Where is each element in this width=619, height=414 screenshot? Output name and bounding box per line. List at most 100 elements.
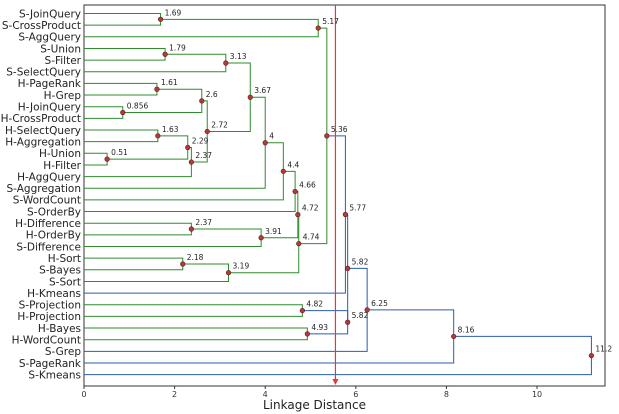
leaf-label: S-Filter (45, 55, 82, 67)
merge-node (364, 307, 370, 313)
leaf-label: H-WordCount (12, 335, 81, 347)
x-tick-label: 4 (263, 390, 268, 399)
merge-node (188, 226, 194, 232)
leaf-label: S-OrderBy (27, 206, 81, 218)
leaf-label: H-Union (39, 148, 81, 160)
merge-label: 2.18 (187, 253, 204, 262)
merge-node (345, 265, 351, 271)
x-tick-label: 6 (353, 390, 358, 399)
merge-node (296, 241, 302, 247)
x-tick-label: 0 (81, 390, 86, 399)
merge-node (292, 188, 298, 195)
cutoff-arrow (332, 379, 339, 385)
merge-node (185, 144, 191, 151)
merge-node (451, 333, 457, 340)
leaf-label: S-SelectQuery (6, 67, 81, 79)
leaf-label: S-Difference (16, 241, 81, 253)
merge-label: 3.67 (254, 86, 271, 95)
merge-node (204, 128, 210, 135)
leaf-label: S-Kmeans (28, 369, 81, 381)
x-tick-label: 2 (172, 390, 177, 399)
leaf-label: H-Filter (43, 160, 81, 172)
merge-node (280, 168, 286, 174)
merge-label: 1.61 (161, 78, 178, 87)
leaf-label: S-JoinQuery (19, 8, 81, 20)
merge-label: 3.19 (233, 262, 250, 271)
x-tick-label: 8 (444, 390, 449, 399)
merge-label: 4.4 (287, 160, 299, 169)
x-tick-label: 10 (532, 390, 542, 399)
leaf-label: H-PageRank (18, 78, 82, 90)
leaf-label: S-AggQuery (18, 32, 81, 44)
merge-node (345, 319, 351, 325)
merge-label: 4.66 (299, 180, 316, 189)
merge-label: 0.856 (127, 102, 149, 111)
plot-frame (83, 4, 606, 387)
merge-label: 2.37 (195, 151, 212, 160)
dendrogram-link (84, 304, 303, 317)
leaf-label: S-WordCount (13, 195, 81, 207)
merge-label: 1.79 (169, 43, 186, 52)
leaf-label: H-Difference (15, 218, 81, 230)
dendrogram-link (84, 222, 192, 236)
dendrogram-link (84, 96, 266, 189)
leaf-label: H-SelectQuery (5, 125, 81, 137)
merge-node (588, 352, 595, 359)
merge-node (104, 156, 110, 162)
merge-node (258, 235, 264, 241)
merge-label: 4 (269, 132, 274, 141)
dendrogram-link (84, 335, 592, 376)
merge-label: 5.82 (352, 311, 369, 320)
dendrogram-link (84, 18, 319, 38)
merge-label: 5.36 (331, 125, 348, 134)
dendrogram-link (84, 263, 230, 282)
merge-label: 5.77 (349, 203, 366, 212)
dendrogram-link (84, 82, 158, 96)
merge-node (299, 307, 305, 314)
merge-node (295, 211, 301, 218)
leaf-label: H-Bayes (38, 323, 81, 335)
merge-label: 4.82 (306, 300, 323, 309)
merge-node (342, 211, 349, 218)
leaf-label: S-PageRank (19, 358, 82, 370)
leaf-label: H-Aggregation (5, 136, 81, 148)
dendrogram-link (84, 13, 162, 26)
x-axis-ticks: 0 2 4 6 8 10 (81, 386, 542, 399)
merge-node (162, 51, 168, 57)
leaf-labels: S-JoinQueryS-CrossProductS-AggQueryS-Uni… (1, 8, 82, 381)
dendrogram-links (84, 13, 592, 376)
leaf-label: H-JoinQuery (18, 102, 81, 114)
merge-node (324, 133, 330, 139)
leaf-label: S-Aggregation (7, 183, 82, 195)
merge-node (155, 133, 161, 139)
plot-border (83, 4, 606, 387)
dendrogram-link (84, 53, 227, 73)
merge-label: 0.51 (111, 148, 128, 157)
leaf-label: H-Grep (44, 90, 82, 102)
merge-label: 2.29 (192, 136, 209, 145)
dendrogram-link (84, 129, 159, 143)
leaf-label: S-Grep (45, 346, 82, 358)
merge-label: 5.17 (322, 17, 339, 26)
leaf-label: S-Bayes (39, 265, 81, 277)
cutoff-line (332, 5, 339, 385)
merge-node (247, 94, 253, 100)
merge-label: 4.72 (302, 204, 319, 213)
dendrogram-link (84, 152, 108, 166)
merge-label: 8.16 (458, 325, 475, 334)
merge-label: 2.6 (206, 90, 218, 99)
x-axis-label: Linkage Distance (263, 398, 366, 412)
merge-node (262, 140, 268, 146)
merge-node (180, 261, 186, 267)
merge-node (188, 159, 194, 165)
merge-nodes (104, 16, 595, 359)
dendrogram-link (84, 309, 455, 364)
dendrogram-link (84, 267, 368, 352)
merge-label: 3.91 (265, 227, 282, 236)
leaf-label: H-OrderBy (26, 230, 81, 242)
leaf-label: H-CrossProduct (1, 113, 81, 125)
merge-labels: 1.69 5.17 1.79 3.13 1.61 0.856 2.6 1.63 0.51 2.29… (111, 8, 612, 353)
leaf-label: S-CrossProduct (2, 20, 81, 32)
merge-label: 4.93 (311, 323, 328, 332)
